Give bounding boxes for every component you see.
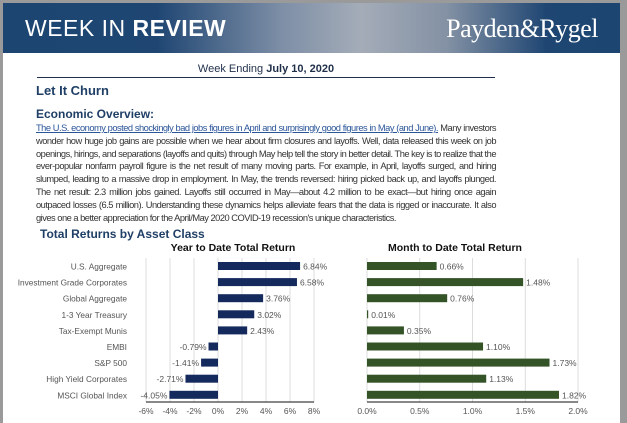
category-label: 1-3 Year Treasury (62, 310, 128, 320)
overview-link[interactable]: The U.S. economy posted shockingly bad j… (36, 123, 439, 133)
bar (367, 310, 369, 319)
data-label: -1.41% (172, 358, 199, 368)
bar (367, 294, 448, 303)
publication-title: WEEK IN REVIEW (25, 15, 226, 42)
tick-label: 2% (236, 406, 249, 416)
tick-label: -2% (186, 406, 202, 416)
bar (218, 262, 301, 270)
bar (169, 390, 218, 399)
tick-label: 2.0% (568, 406, 588, 416)
tick-label: 4% (260, 406, 273, 416)
category-label: Global Aggregate (63, 294, 128, 304)
category-label: MSCI Global Index (57, 390, 127, 400)
overview-text: Many investors wonder how huge job gains… (36, 123, 497, 223)
data-label: 0.35% (407, 326, 432, 336)
week-ending: Week Ending July 10, 2020 (37, 63, 495, 78)
chart-title: Month to Date Total Return (388, 242, 522, 254)
bar (218, 326, 248, 335)
headline: Let It Churn (36, 83, 109, 98)
data-label: -2.71% (157, 374, 184, 384)
tick-label: 0.0% (357, 406, 377, 416)
bar (367, 390, 560, 399)
header-banner: WEEK IN REVIEW Payden&Rygel (3, 3, 620, 53)
tick-label: 1.5% (516, 406, 536, 416)
bar (367, 262, 437, 270)
title-bold: REVIEW (132, 15, 227, 41)
data-label: 1.48% (526, 278, 551, 288)
tick-label: 1.0% (463, 406, 483, 416)
overview-title: Economic Overview: (36, 107, 155, 121)
data-label: 3.02% (257, 310, 282, 320)
bar (218, 294, 264, 303)
data-label: 6.58% (300, 278, 325, 288)
bar (218, 310, 255, 319)
category-label: S&P 500 (94, 358, 127, 368)
tick-label: 0.5% (410, 406, 430, 416)
bar (367, 278, 524, 287)
data-label: -4.05% (140, 390, 167, 400)
bar (208, 342, 218, 351)
page: WEEK IN REVIEW Payden&Rygel Week Ending … (3, 3, 620, 423)
data-label: 6.84% (303, 262, 328, 272)
week-date: July 10, 2020 (266, 63, 335, 75)
overview-body: The U.S. economy posted shockingly bad j… (36, 122, 497, 224)
data-label: 1.73% (553, 358, 578, 368)
week-label: Week Ending (197, 63, 267, 75)
data-label: 0.01% (371, 310, 396, 320)
bar (218, 278, 297, 287)
bar (367, 374, 487, 383)
tick-label: 8% (308, 406, 321, 416)
category-label: U.S. Aggregate (71, 262, 128, 272)
data-label: 2.43% (250, 326, 275, 336)
data-label: 1.13% (489, 374, 514, 384)
returns-charts: Year to Date Total Return -6% -4% -2% 0% 2% 4%… (18, 242, 588, 416)
bar (185, 374, 218, 383)
tick-label: 6% (284, 406, 297, 416)
bar (367, 326, 404, 335)
data-label: 1.82% (562, 390, 587, 400)
bar (367, 358, 550, 367)
category-label: Tax-Exempt Munis (59, 326, 127, 336)
data-label: 0.76% (450, 294, 475, 304)
bar (201, 358, 218, 367)
title-light: WEEK IN (25, 15, 133, 41)
company-logo: Payden&Rygel (446, 14, 598, 43)
data-label: 0.66% (440, 262, 465, 272)
section-title: Total Returns by Asset Class (40, 227, 205, 241)
category-label: EMBI (107, 342, 127, 352)
data-label: -0.79% (180, 342, 207, 352)
tick-label: -6% (138, 406, 154, 416)
tick-label: 0% (212, 406, 225, 416)
data-label: 1.10% (486, 342, 511, 352)
bar (367, 342, 484, 351)
tick-label: -4% (162, 406, 178, 416)
category-label: High Yield Corporates (46, 374, 127, 384)
category-label: Investment Grade Corporates (18, 278, 127, 288)
data-label: 3.76% (266, 294, 291, 304)
chart-title: Year to Date Total Return (171, 242, 296, 254)
